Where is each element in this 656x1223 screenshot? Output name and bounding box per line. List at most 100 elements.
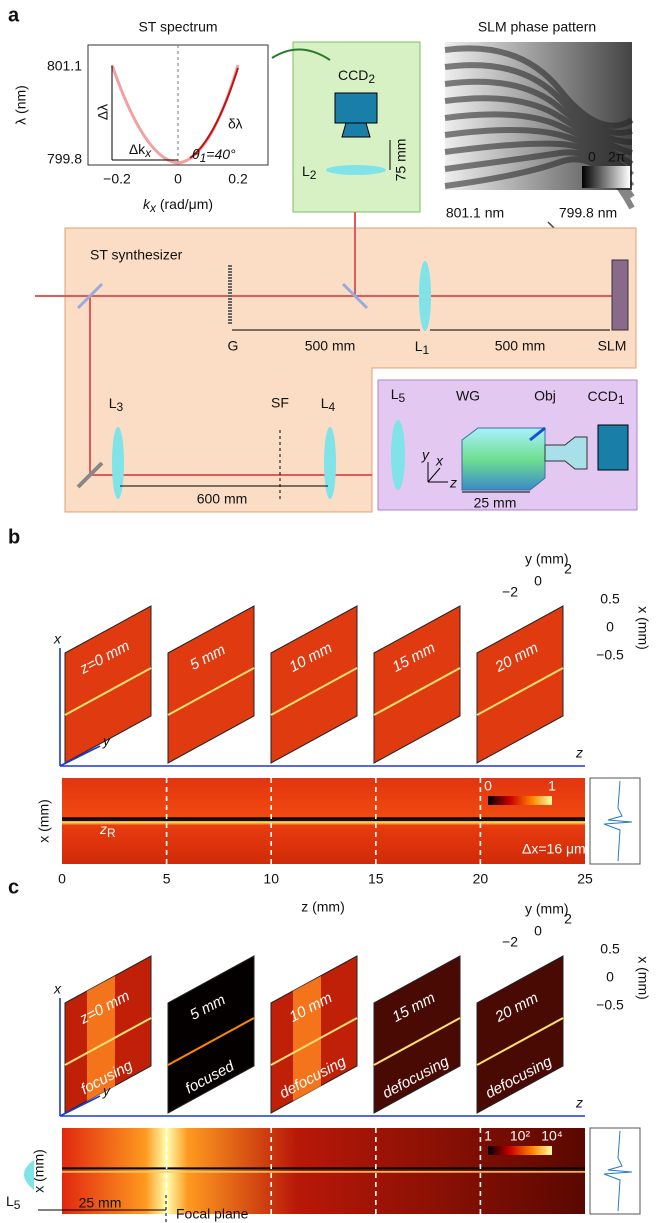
colorbar-label: 0 — [588, 149, 596, 165]
colorbar — [488, 796, 552, 805]
tspan: 5 — [399, 391, 406, 405]
lens — [112, 427, 124, 499]
annotation: δλ — [228, 116, 243, 132]
axis-label: y (mm) — [525, 551, 569, 567]
tspan: L — [391, 386, 399, 402]
tspan: L — [321, 395, 329, 411]
annotation: Focal plane — [176, 1206, 249, 1222]
axis-label: z — [575, 745, 583, 761]
tick-label: −0.5 — [596, 647, 624, 663]
tick-label: 0 — [534, 923, 542, 939]
image-slice — [477, 606, 563, 763]
axis-label: z — [449, 475, 457, 491]
distance-label: 500 mm — [495, 338, 546, 354]
tspan: x — [144, 146, 152, 160]
tick-label: −2 — [502, 934, 518, 950]
colorbar — [582, 166, 630, 188]
colorbar-label: 10² — [510, 1128, 531, 1144]
distance-label: 600 mm — [197, 491, 248, 507]
component-label: L5 — [6, 1193, 21, 1212]
tick-label: 0 — [606, 969, 614, 985]
colorbar-label: 1 — [548, 778, 556, 794]
axis-label: y — [102, 1083, 111, 1099]
axis-label: y — [421, 447, 430, 463]
panel-label: b — [8, 526, 20, 548]
panel-label: c — [8, 876, 19, 898]
image-slice — [271, 606, 357, 763]
lens — [24, 1160, 34, 1190]
image-title: SLM phase pattern — [478, 19, 596, 35]
tspan: (rad/μm) — [156, 196, 213, 212]
colorbar — [488, 1146, 552, 1155]
axis-label: x (mm) — [635, 606, 651, 650]
distance-label: 500 mm — [305, 338, 356, 354]
tspan: L — [302, 163, 310, 179]
wavelength-label: 799.8 nm — [559, 205, 617, 221]
tick-label: 0.5 — [600, 591, 620, 607]
colorbar-label: 10⁴ — [541, 1128, 563, 1144]
camera — [598, 425, 628, 470]
lens — [419, 261, 431, 331]
lens — [326, 165, 386, 175]
camera — [335, 93, 377, 123]
axis-label: x — [53, 981, 62, 997]
tick-label: −0.5 — [596, 997, 624, 1013]
annotation: Δλ — [95, 104, 111, 120]
component-label: G — [228, 338, 239, 354]
tick-label: 25 — [577, 871, 593, 887]
tick-label: 5 — [163, 871, 171, 887]
box-title: ST synthesizer — [90, 247, 183, 263]
component-label: SF — [271, 395, 289, 411]
axis-label: x (mm) — [36, 799, 52, 843]
camera — [342, 123, 370, 137]
tspan: CCD — [587, 388, 617, 404]
component-label: WG — [456, 388, 480, 404]
tick-label: 2 — [564, 911, 572, 927]
wavelength-label: 801.1 nm — [446, 205, 504, 221]
tick-label: 0 — [606, 619, 614, 635]
annotation: z — [99, 821, 107, 837]
axis-label: λ (nm) — [13, 85, 29, 125]
axis-label: kx (rad/μm) — [143, 196, 213, 215]
image-slice — [374, 606, 460, 763]
colorbar-label: 1 — [484, 1128, 492, 1144]
tick-label: 0.5 — [600, 941, 620, 957]
axis-label: x — [435, 453, 444, 469]
component-label: 5 — [14, 1198, 21, 1212]
axis-label: z (mm) — [301, 899, 345, 915]
annotation: R — [107, 826, 116, 840]
distance-label: 25 mm — [474, 495, 517, 511]
tick-label: 801.1 — [47, 58, 82, 74]
axis-label: x — [53, 631, 62, 647]
component-label: L — [6, 1193, 14, 1209]
component-label: SLM — [598, 338, 627, 354]
panel-label: a — [8, 4, 20, 26]
tspan: 1 — [200, 151, 207, 165]
distance-label: 75 mm — [393, 139, 409, 182]
distance-label: 25 mm — [79, 1195, 122, 1211]
colorbar-label: 2π — [608, 149, 626, 165]
tspan: 1 — [423, 343, 430, 357]
tspan: 2 — [310, 168, 317, 182]
lens — [324, 427, 336, 499]
tick-label: 20 — [473, 871, 489, 887]
tspan: =40° — [206, 146, 236, 162]
tick-label: 0 — [174, 171, 182, 187]
tspan: 1 — [618, 393, 625, 407]
tspan: 3 — [117, 400, 124, 414]
tick-label: 0 — [534, 573, 542, 589]
component-label: Obj — [534, 388, 556, 404]
tick-label: 2 — [564, 561, 572, 577]
tspan: 2 — [368, 72, 375, 86]
tspan: L — [109, 395, 117, 411]
axis-label: y (mm) — [525, 901, 569, 917]
tspan: L — [415, 338, 423, 354]
plot-title: ST spectrum — [138, 19, 217, 35]
tick-label: 15 — [368, 871, 384, 887]
tick-label: 0 — [58, 871, 66, 887]
axis-label: x (mm) — [635, 956, 651, 1000]
tspan: CCD — [338, 67, 368, 83]
figure: a ST spectrum 801.1 799.8 λ (nm) −0.2 0 … — [0, 0, 656, 1223]
